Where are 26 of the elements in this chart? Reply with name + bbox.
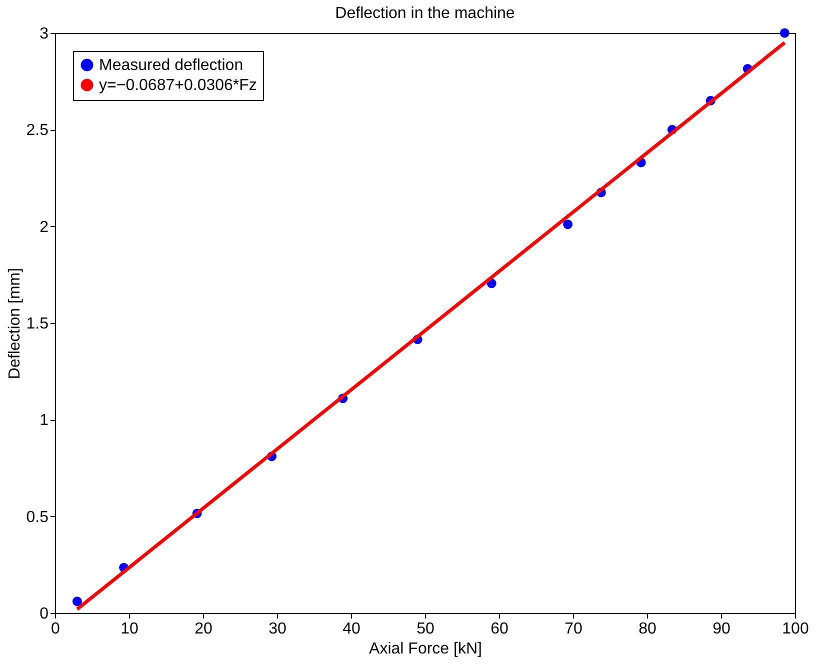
x-tick-label: 50 bbox=[416, 620, 434, 638]
point bbox=[563, 220, 573, 230]
y-tick-label: 2.5 bbox=[26, 122, 49, 140]
x-tick-label: 100 bbox=[782, 620, 809, 638]
point bbox=[72, 596, 82, 606]
y-tick-label: 1.5 bbox=[26, 316, 49, 332]
point bbox=[780, 28, 790, 38]
x-tick-label: 90 bbox=[712, 620, 730, 638]
x-tick-label: 0 bbox=[51, 620, 60, 638]
y-tick-label: 2 bbox=[40, 218, 49, 236]
x-tick-label: 10 bbox=[120, 620, 138, 638]
y-tick-label: 0 bbox=[40, 606, 49, 622]
x-tick-label: 30 bbox=[268, 620, 286, 638]
legend-label: Measured deflection bbox=[99, 57, 244, 74]
x-tick-label: 60 bbox=[490, 620, 508, 638]
legend-label: y=−0.0687+0.0306*Fz bbox=[99, 77, 257, 94]
y-axis-title: Deflection [mm] bbox=[6, 268, 24, 380]
chart-title: Deflection in the machine bbox=[335, 5, 515, 22]
y-tick-label: 1 bbox=[40, 412, 49, 430]
y-tick-label: 0.5 bbox=[26, 508, 49, 526]
x-tick-label: 40 bbox=[342, 620, 360, 638]
x-tick-label: 80 bbox=[638, 620, 656, 638]
x-axis-title: Axial Force [kN] bbox=[369, 640, 482, 658]
y-tick-label: 3 bbox=[40, 26, 49, 42]
x-tick-label: 20 bbox=[194, 620, 212, 638]
x-tick-label: 70 bbox=[564, 620, 582, 638]
